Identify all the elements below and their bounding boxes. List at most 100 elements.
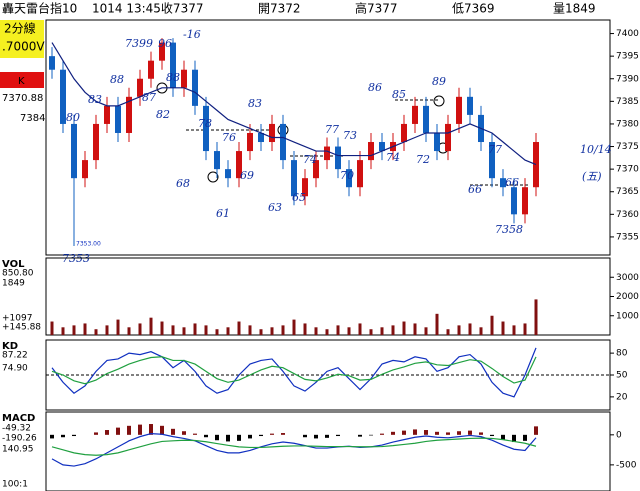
y-tick-label: 7390 bbox=[616, 74, 639, 84]
macd-bar bbox=[204, 434, 208, 438]
annotation: 7358 bbox=[495, 223, 523, 236]
macd-bar bbox=[303, 434, 307, 438]
annotation: 83 bbox=[248, 97, 262, 110]
panel-label: 100:1 bbox=[2, 480, 28, 490]
volume-bar bbox=[259, 329, 263, 335]
candle-body bbox=[104, 105, 110, 124]
y-tick-label: 7375 bbox=[616, 142, 639, 152]
candle-body bbox=[368, 142, 374, 161]
volume-bar bbox=[127, 327, 131, 335]
y-tick-label: 7365 bbox=[616, 187, 639, 197]
candle-body bbox=[412, 105, 418, 124]
line bbox=[51, 347, 537, 398]
macd-bar bbox=[358, 434, 362, 437]
panel-label: +145.88 bbox=[2, 323, 41, 333]
macd-bar bbox=[105, 430, 109, 435]
volume-bar bbox=[413, 323, 417, 335]
candle-body bbox=[357, 160, 363, 188]
volume-bar bbox=[215, 329, 219, 335]
low-label: 7353.00 bbox=[76, 240, 101, 247]
macd-bar bbox=[237, 434, 241, 441]
volume-bar bbox=[314, 327, 318, 335]
candle-body bbox=[170, 42, 176, 88]
annotation: 73 bbox=[343, 129, 357, 142]
macd-bar bbox=[193, 433, 197, 435]
macd-bar bbox=[259, 434, 263, 437]
macd-bar bbox=[391, 431, 395, 435]
candle-body bbox=[82, 160, 88, 179]
price-1: 7370.88 bbox=[2, 93, 43, 104]
macd-bar bbox=[369, 434, 373, 436]
candle-body bbox=[324, 146, 330, 161]
line bbox=[51, 433, 537, 467]
candle-body bbox=[500, 178, 506, 188]
macd-bar bbox=[512, 434, 516, 443]
annotation: 96 bbox=[158, 37, 172, 50]
hand-circle bbox=[207, 171, 219, 183]
macd-bar bbox=[446, 432, 450, 435]
volume-bar bbox=[182, 327, 186, 335]
volume-bar bbox=[534, 299, 538, 335]
volume-bar bbox=[347, 327, 351, 335]
macd-bar bbox=[138, 424, 142, 435]
volume-bar bbox=[138, 323, 142, 335]
volume-bar bbox=[281, 325, 285, 335]
y-tick-label: 7355 bbox=[616, 232, 639, 242]
macd-bar bbox=[61, 434, 65, 438]
macd-bar bbox=[523, 434, 527, 441]
candle-body bbox=[313, 160, 319, 179]
y-tick-label: -500 bbox=[616, 460, 637, 470]
volume-bar bbox=[292, 319, 296, 335]
volume-bar bbox=[61, 327, 65, 335]
annotation: 85 bbox=[392, 88, 406, 101]
y-tick-label: 7400 bbox=[616, 29, 639, 39]
panel-label: +1097 bbox=[2, 314, 32, 324]
volume-bar bbox=[204, 325, 208, 335]
panel-title: VOL bbox=[2, 259, 25, 270]
macd-bar bbox=[226, 434, 230, 442]
macd-bar bbox=[50, 434, 54, 439]
price-2: 7384 bbox=[20, 113, 45, 124]
macd-bar bbox=[479, 432, 483, 435]
annotation: 77 bbox=[325, 123, 339, 136]
y-tick-label: 50 bbox=[616, 371, 628, 381]
y-tick-label: 7370 bbox=[616, 165, 639, 175]
candle-body bbox=[236, 151, 242, 179]
mode: K bbox=[18, 76, 25, 87]
macd-bar bbox=[380, 433, 384, 435]
volume-bar bbox=[50, 321, 54, 335]
macd-bar bbox=[314, 434, 318, 439]
volume-bar bbox=[446, 329, 450, 335]
candle-body bbox=[247, 132, 253, 152]
candle-body bbox=[291, 160, 297, 197]
macd-bar bbox=[325, 434, 329, 438]
annotation: 72 bbox=[416, 153, 430, 166]
volume-bar bbox=[83, 323, 87, 335]
macd-bar bbox=[160, 425, 164, 435]
macd-bar bbox=[424, 430, 428, 435]
panel-title: MACD bbox=[2, 413, 35, 424]
macd-bar bbox=[171, 428, 175, 435]
volume-bar bbox=[490, 315, 494, 335]
candle-body bbox=[258, 132, 264, 143]
macd-bar bbox=[248, 434, 252, 439]
volume-bar bbox=[325, 329, 329, 335]
candle-body bbox=[60, 69, 66, 124]
y-tick-label: 3000 bbox=[616, 273, 639, 283]
annotation: 61 bbox=[216, 207, 230, 220]
line bbox=[51, 42, 537, 166]
y-tick-label: 2000 bbox=[616, 292, 639, 302]
macd-bar bbox=[490, 434, 494, 437]
annotation: 74 bbox=[303, 153, 317, 166]
candle-body bbox=[401, 123, 407, 143]
y-tick-label: 20 bbox=[616, 392, 628, 402]
panel-frame bbox=[45, 19, 611, 256]
annotation: 65 bbox=[292, 191, 306, 204]
volume-bar bbox=[94, 329, 98, 335]
macd-bar bbox=[127, 425, 131, 435]
volume-bar bbox=[248, 325, 252, 335]
candle-body bbox=[126, 96, 132, 133]
annotation: 66 bbox=[505, 176, 519, 189]
volume-bar bbox=[72, 325, 76, 335]
volume-bar bbox=[193, 323, 197, 335]
